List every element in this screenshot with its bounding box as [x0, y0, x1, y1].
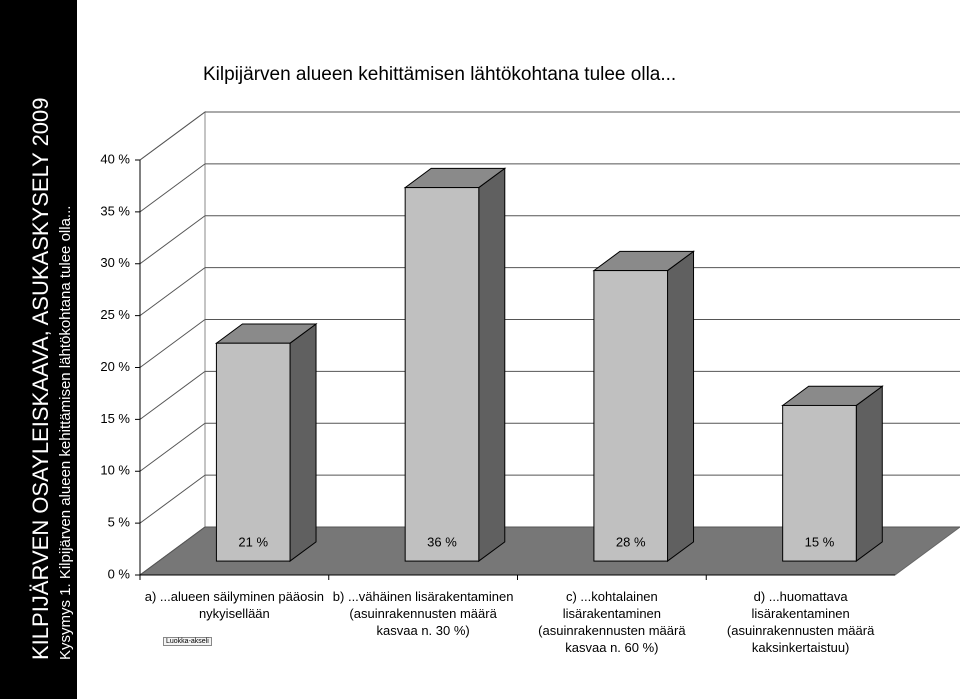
y-tick-label: 35 % — [100, 203, 130, 218]
bar — [215, 342, 291, 562]
bar-side — [667, 250, 695, 563]
x-tick-label: a) ...alueen säilyminen pääosin nykyisel… — [144, 589, 324, 621]
y-tick-label: 10 % — [100, 463, 130, 478]
grid-line — [139, 111, 206, 161]
y-tick-label: 5 % — [108, 515, 131, 530]
bar — [404, 187, 480, 562]
y-tick-label: 30 % — [100, 255, 130, 270]
grid-line — [139, 163, 206, 213]
sidebar-title: KILPIJÄRVEN OSAYLEISKAAVA, ASUKASKYSELY … — [28, 97, 53, 660]
axis-badge: Luokka-akseli — [163, 637, 212, 646]
value-label: 15 % — [805, 535, 835, 550]
bar — [593, 270, 669, 562]
bar-side — [855, 385, 883, 563]
chart-title: Kilpijärven alueen kehittämisen lähtökoh… — [203, 64, 676, 85]
sidebar — [0, 0, 77, 699]
grid-line — [139, 422, 206, 472]
value-label: 28 % — [616, 535, 646, 550]
value-label: 21 % — [238, 535, 268, 550]
bar — [782, 404, 857, 562]
bar-side — [289, 323, 317, 563]
y-tick-label: 20 % — [100, 359, 130, 374]
sidebar-subtitle: Kysymys 1. Kilpijärven alueen kehittämis… — [57, 206, 74, 660]
x-tick-label: b) ...vähäinen lisärakentaminen (asuinra… — [332, 589, 514, 638]
y-tick-label: 25 % — [100, 307, 130, 322]
y-tick-label: 15 % — [100, 411, 130, 426]
x-tick-label: c) ...kohtalainen lisärakentaminen (asui… — [538, 589, 686, 655]
grid-line — [139, 474, 206, 524]
grid-line — [139, 370, 206, 420]
grid-line — [139, 526, 206, 576]
y-tick-label: 0 % — [108, 566, 131, 581]
grid-line — [139, 319, 206, 368]
bar-side — [478, 167, 506, 563]
y-tick-label: 40 % — [100, 151, 130, 166]
grid-line — [139, 267, 206, 317]
x-tick-label: d) ...huomattava lisärakentaminen (asuin… — [726, 589, 875, 655]
grid-line — [139, 215, 206, 265]
value-label: 36 % — [427, 535, 457, 550]
